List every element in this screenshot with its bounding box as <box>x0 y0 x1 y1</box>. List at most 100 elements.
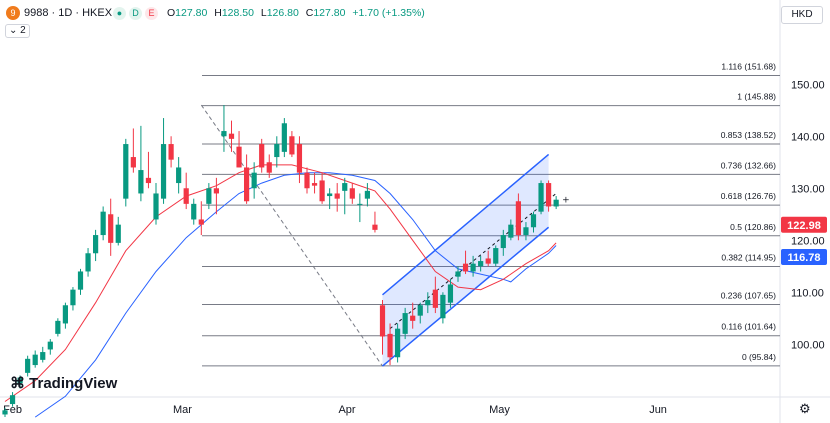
candle-body <box>530 214 537 228</box>
tradingview-watermark: ⌘ TradingView <box>10 374 117 392</box>
candle-body <box>538 183 544 212</box>
fib-level-label: 0 (95.84) <box>742 352 776 362</box>
cross-marker: + <box>562 196 570 206</box>
channel-lower-line <box>382 226 550 367</box>
candle-body <box>259 144 265 168</box>
candle-body <box>55 320 61 334</box>
ohlc-readout: O127.80 H128.50 L126.80 C127.80 +1.70 (+… <box>167 7 429 19</box>
candle-body <box>115 224 121 243</box>
candle-body <box>311 183 318 186</box>
price-label-text: 122.98 <box>787 220 821 232</box>
candle-body <box>304 172 310 189</box>
candle-body <box>77 271 84 290</box>
candle-body <box>2 410 8 415</box>
candle-body <box>274 144 280 158</box>
candle-body <box>198 219 204 225</box>
candle-body <box>221 131 227 137</box>
candle-body <box>387 333 393 358</box>
y-tick-label: 140.00 <box>791 131 825 143</box>
candle-body <box>402 313 408 334</box>
candle-body <box>32 354 38 366</box>
candle-body <box>508 224 514 238</box>
candle-body <box>372 224 378 230</box>
fib-level-label: 0.382 (114.95) <box>721 253 776 263</box>
candle-body <box>523 227 529 236</box>
candle-body <box>213 188 219 194</box>
candle-body <box>281 123 287 152</box>
y-tick-label: 150.00 <box>791 79 825 91</box>
candle-body <box>447 284 454 303</box>
candle-body <box>364 190 370 199</box>
high-value: 128.50 <box>221 7 254 19</box>
candle-body <box>138 170 144 194</box>
candle-body <box>296 144 303 173</box>
candle-body <box>266 162 272 173</box>
candle-body <box>455 271 461 277</box>
open-label: O <box>167 7 176 19</box>
candle-body <box>236 146 242 168</box>
high-label: H <box>214 7 222 19</box>
candle-body <box>289 136 295 155</box>
candle-body <box>440 294 446 319</box>
channel-upper-line <box>382 153 550 296</box>
candle-body <box>462 263 469 272</box>
candle-body <box>70 289 76 306</box>
candle-body <box>191 203 197 220</box>
price-label-text: 116.78 <box>787 252 820 264</box>
fib-level-label: 0.5 (120.86) <box>730 222 776 232</box>
symbol-title[interactable]: 9988 · 1D · HKEX <box>24 7 113 19</box>
candle-body <box>176 167 182 184</box>
candle-body <box>17 377 23 384</box>
fib-level-label: 0.853 (138.52) <box>721 130 776 140</box>
candle-body <box>108 214 114 243</box>
candle-body <box>493 248 499 264</box>
x-tick-label: Apr <box>338 404 355 416</box>
indicator-count: 2 <box>20 25 26 36</box>
candle-body <box>130 157 136 168</box>
gear-icon[interactable]: ⚙ <box>799 401 811 416</box>
dividend-icon: D <box>129 7 142 20</box>
open-value: 127.80 <box>175 7 208 19</box>
candle-body <box>183 188 189 204</box>
candle-body <box>500 235 506 249</box>
fib-level-label: 1 (145.88) <box>737 92 776 102</box>
fib-level-label: 1.116 (151.68) <box>721 62 776 72</box>
candle-body <box>168 144 174 160</box>
candle-body <box>251 172 257 189</box>
close-label: C <box>305 7 314 19</box>
currency-button[interactable]: HKD <box>781 6 823 24</box>
candle-body <box>342 183 348 191</box>
candle-body <box>9 395 16 405</box>
session-icon: ● <box>113 7 126 20</box>
indicator-toggle[interactable]: ⌄ 2 <box>5 24 30 38</box>
price-label-box <box>781 249 827 266</box>
candle-body <box>379 305 386 337</box>
candle-body <box>100 211 106 236</box>
candle-body <box>334 193 340 199</box>
x-tick-label: Mar <box>173 404 192 416</box>
earnings-icon: E <box>145 7 158 20</box>
company-logo-icon: 9 <box>6 6 20 20</box>
candle-body <box>123 144 129 199</box>
candle-body <box>160 144 167 199</box>
y-tick-label: 120.00 <box>791 235 825 247</box>
candle-body <box>153 193 159 220</box>
fib-level-label: 0.736 (132.66) <box>721 160 776 170</box>
candle-body <box>470 263 476 272</box>
tradingview-wordmark: TradingView <box>29 375 118 392</box>
candle-body <box>319 180 325 202</box>
x-tick-label: Feb <box>3 404 22 416</box>
candle-body <box>546 183 552 207</box>
chart-header: 9 9988 · 1D · HKEX ● D E O127.80 H128.50… <box>0 0 780 40</box>
candle-body <box>485 258 491 264</box>
candle-body <box>327 193 333 197</box>
y-tick-label: 100.00 <box>791 339 825 351</box>
price-label-box <box>781 216 827 233</box>
candle-body <box>47 341 53 350</box>
candle-body <box>478 261 484 267</box>
candle-body <box>417 305 423 316</box>
candle-body <box>93 235 99 254</box>
candle-body <box>357 203 363 205</box>
